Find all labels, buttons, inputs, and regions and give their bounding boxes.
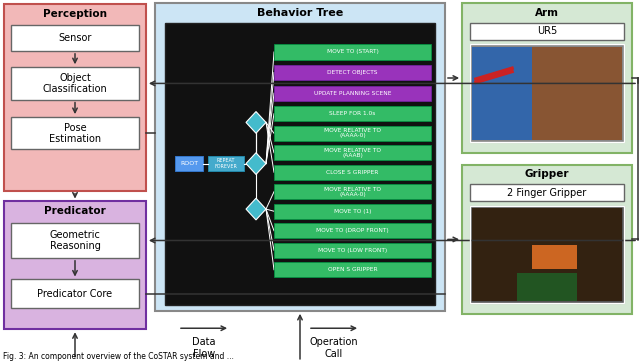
Text: ROOT: ROOT: [180, 161, 198, 166]
Text: MOVE RELATIVE TO
(AAAB): MOVE RELATIVE TO (AAAB): [324, 147, 381, 158]
Text: Fig. 3: An component overview of the CoSTAR system and ...: Fig. 3: An component overview of the CoS…: [3, 352, 234, 361]
Text: Behavior Tree: Behavior Tree: [257, 8, 343, 18]
Bar: [470, 184, 624, 201]
Text: 2 Finger Gripper: 2 Finger Gripper: [508, 188, 587, 198]
Polygon shape: [246, 198, 266, 220]
Text: Pose
Estimation: Pose Estimation: [49, 123, 101, 144]
Text: MOVE TO (DROP FRONT): MOVE TO (DROP FRONT): [316, 228, 389, 233]
Text: SLEEP FOR 1.0s: SLEEP FOR 1.0s: [330, 111, 376, 116]
Bar: [274, 86, 431, 101]
Text: MOVE TO (1): MOVE TO (1): [333, 209, 371, 214]
Bar: [11, 280, 139, 308]
Text: UPDATE PLANNING SCENE: UPDATE PLANNING SCENE: [314, 91, 391, 96]
Bar: [175, 156, 203, 171]
Text: Gripper: Gripper: [525, 170, 569, 179]
Bar: [11, 223, 139, 258]
Bar: [11, 67, 139, 100]
Bar: [472, 46, 532, 140]
Bar: [470, 206, 624, 303]
Bar: [274, 65, 431, 80]
Bar: [11, 25, 139, 51]
Bar: [470, 206, 624, 303]
Bar: [155, 3, 445, 311]
Text: OPEN S GRIPPER: OPEN S GRIPPER: [328, 267, 378, 272]
Bar: [274, 262, 431, 277]
Text: Data
Flow: Data Flow: [192, 337, 216, 359]
Text: Geometric
Reasoning: Geometric Reasoning: [49, 230, 100, 251]
Bar: [274, 126, 431, 141]
Bar: [274, 204, 431, 219]
Bar: [274, 242, 431, 258]
Bar: [4, 4, 146, 191]
Text: MOVE TO (START): MOVE TO (START): [326, 49, 378, 54]
Text: UR5: UR5: [537, 26, 557, 36]
Bar: [274, 165, 431, 180]
Text: Perception: Perception: [43, 9, 107, 19]
Bar: [274, 106, 431, 121]
Bar: [470, 44, 624, 142]
Text: Predicator: Predicator: [44, 206, 106, 216]
Bar: [274, 44, 431, 60]
Text: MOVE RELATIVE TO
(AAAA-0): MOVE RELATIVE TO (AAAA-0): [324, 187, 381, 197]
Text: Sensor: Sensor: [58, 33, 92, 43]
Text: Predicator Core: Predicator Core: [37, 289, 113, 299]
Bar: [517, 273, 577, 301]
Bar: [274, 223, 431, 238]
Bar: [532, 46, 622, 140]
Text: CLOSE S GRIPPER: CLOSE S GRIPPER: [326, 170, 379, 175]
Text: Operation
Call: Operation Call: [310, 337, 358, 359]
Bar: [165, 23, 435, 306]
Bar: [274, 184, 431, 199]
Bar: [11, 117, 139, 150]
Bar: [462, 3, 632, 153]
Text: DETECT OBJECTS: DETECT OBJECTS: [327, 70, 378, 75]
Polygon shape: [246, 153, 266, 174]
Text: Arm: Arm: [535, 8, 559, 18]
Bar: [472, 208, 622, 301]
Text: MOVE RELATIVE TO
(AAAA-0): MOVE RELATIVE TO (AAAA-0): [324, 128, 381, 138]
Text: REPEAT
FOREVER: REPEAT FOREVER: [214, 158, 237, 169]
Bar: [462, 165, 632, 314]
Bar: [470, 44, 624, 142]
Text: Object
Classification: Object Classification: [43, 73, 108, 94]
Bar: [4, 201, 146, 329]
Bar: [208, 156, 244, 171]
Text: MOVE TO (LOW FRONT): MOVE TO (LOW FRONT): [318, 248, 387, 253]
Bar: [274, 145, 431, 160]
Bar: [470, 23, 624, 40]
Bar: [532, 245, 577, 269]
Polygon shape: [246, 111, 266, 133]
